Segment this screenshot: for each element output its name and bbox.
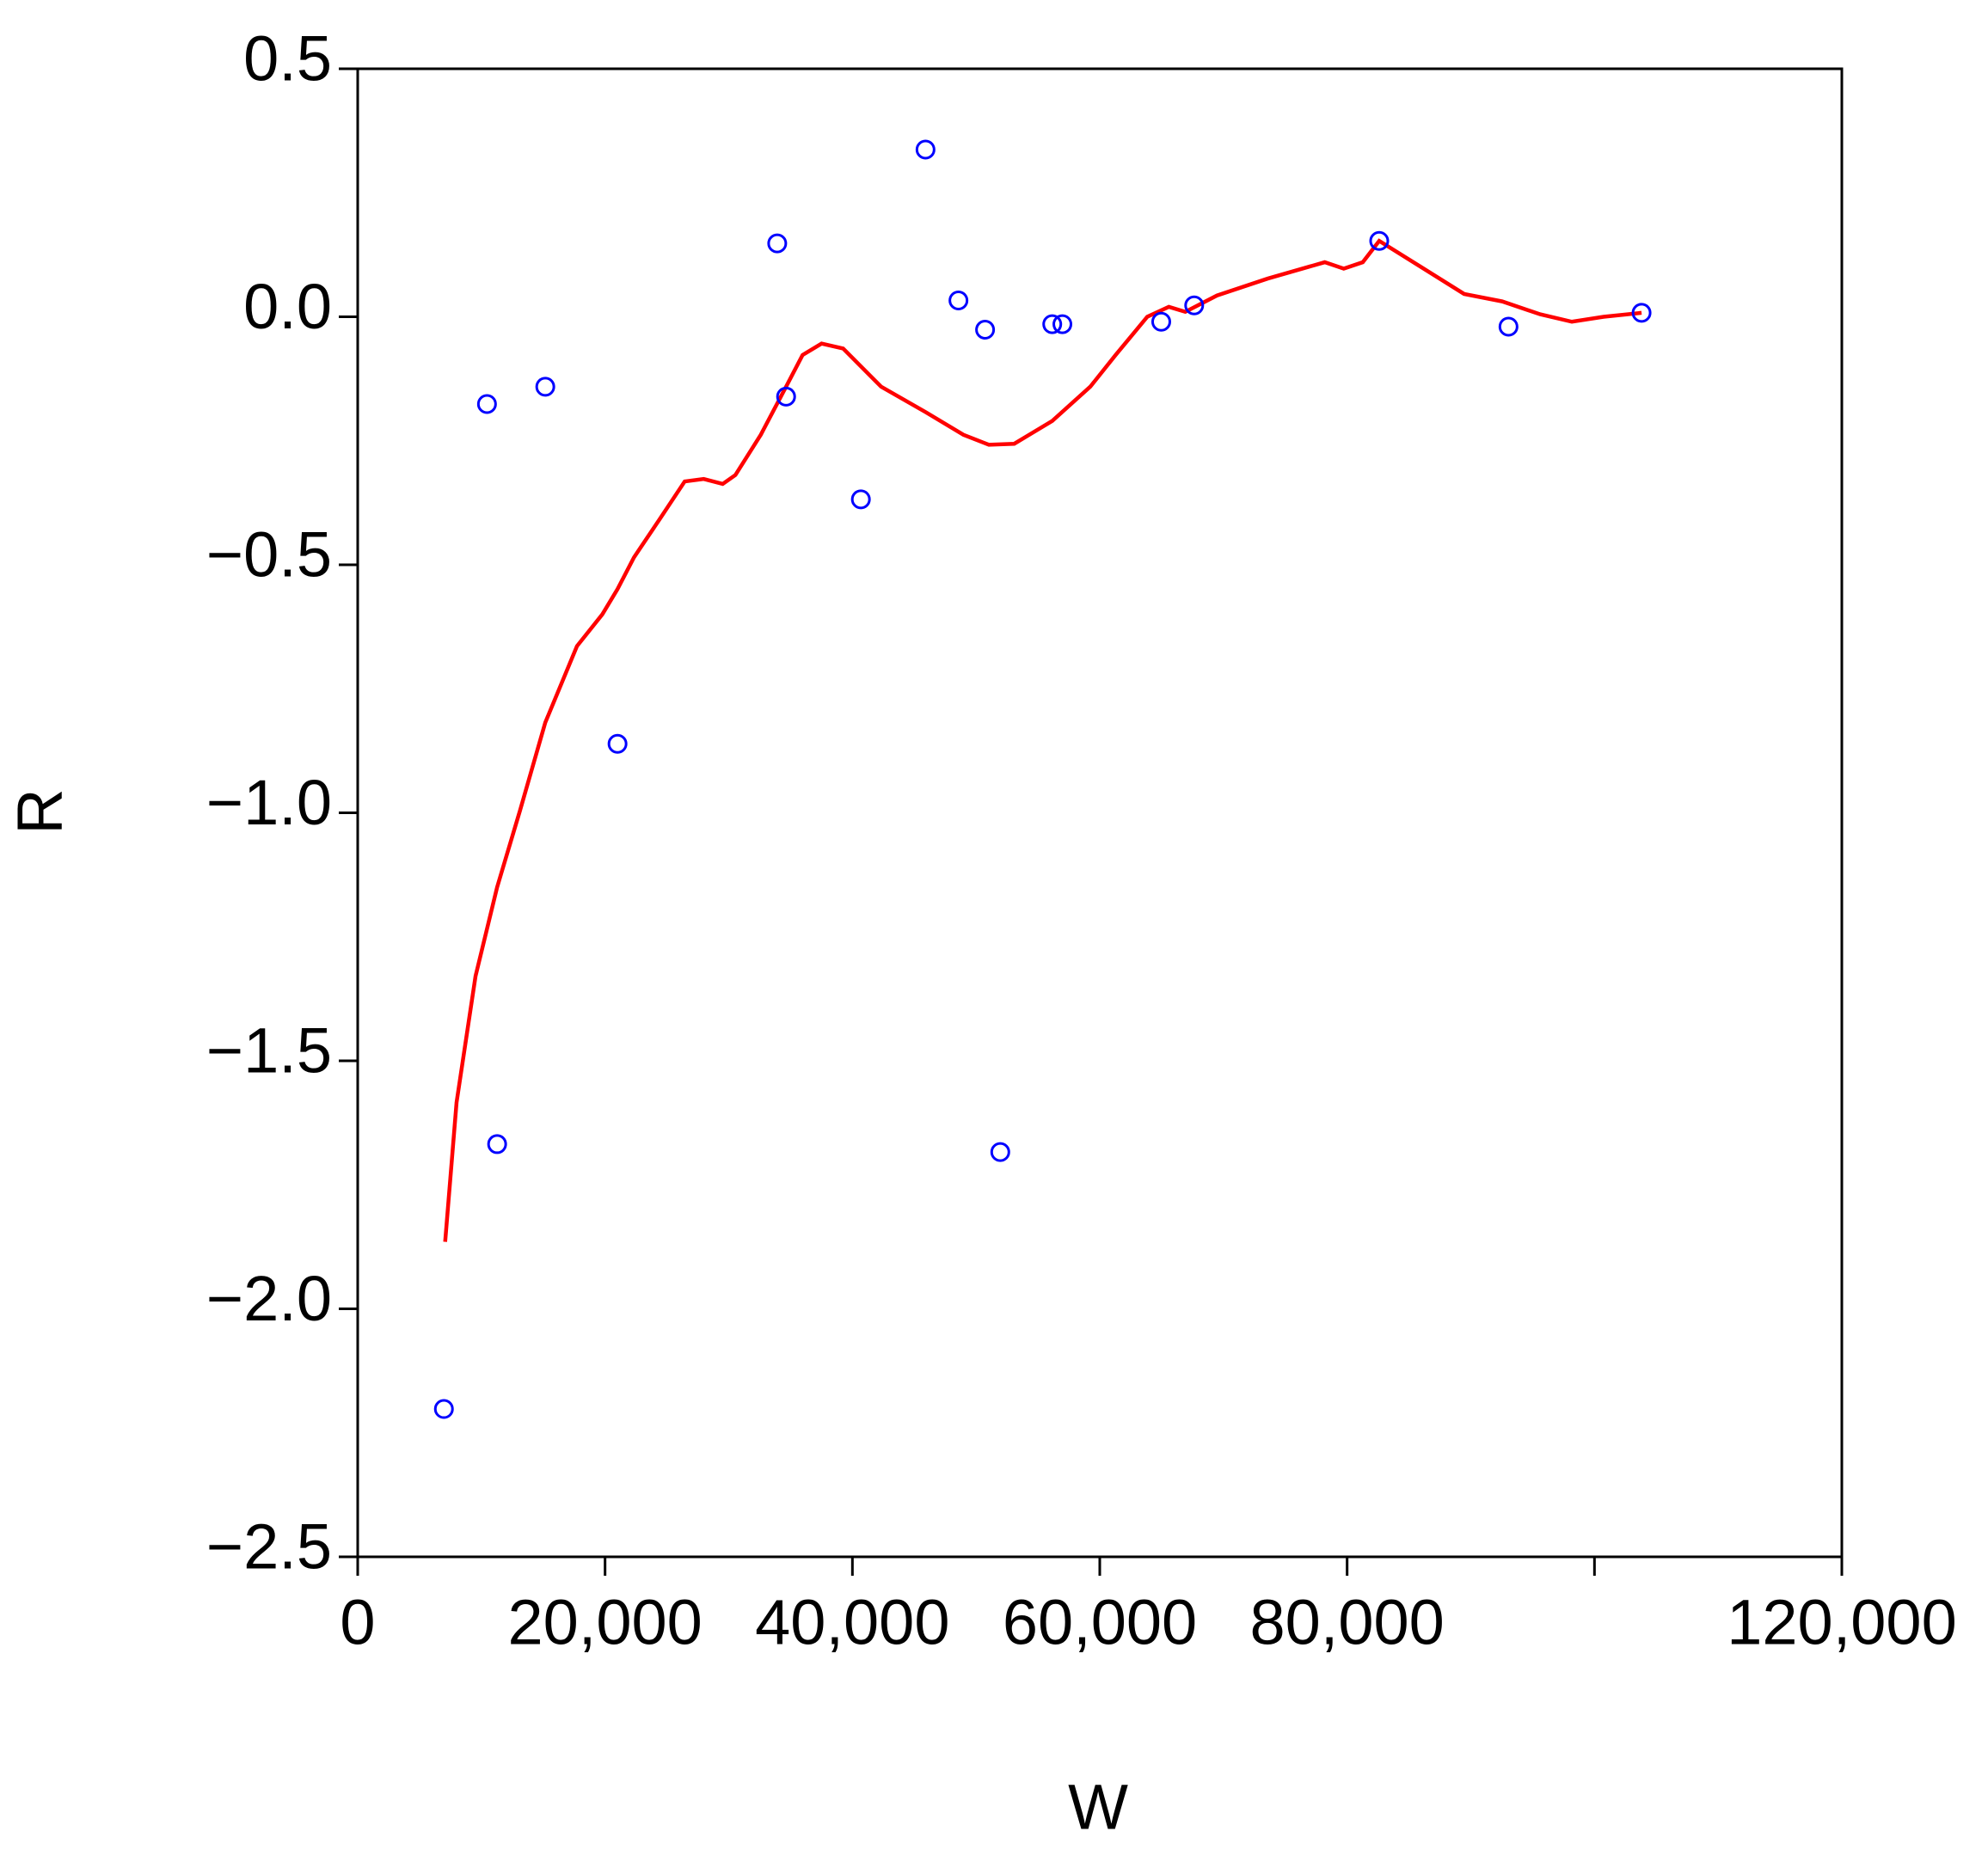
point: [948, 290, 969, 310]
y-tick-label: 0.5: [243, 23, 332, 95]
x-tick-label: 0: [340, 1587, 375, 1658]
fit-line: [443, 238, 1642, 1242]
point: [607, 733, 628, 754]
y-tick-label: 0.0: [243, 271, 332, 342]
plot-frame: [356, 67, 1844, 1559]
y-tick-label: −2.5: [206, 1511, 332, 1583]
y-tick-label: −0.5: [206, 519, 332, 591]
point: [975, 320, 996, 340]
point: [990, 1142, 1010, 1162]
point: [1052, 314, 1073, 334]
x-tick-label: 60,000: [1003, 1587, 1197, 1658]
point: [433, 1399, 454, 1419]
point: [1184, 295, 1205, 315]
point: [487, 1134, 507, 1155]
point: [1150, 311, 1171, 332]
y-tick-label: −1.0: [206, 767, 332, 838]
x-tick-label: 20,000: [507, 1587, 702, 1658]
point: [767, 233, 788, 254]
x-tick-label: 80,000: [1249, 1587, 1444, 1658]
point: [850, 489, 871, 510]
point: [535, 377, 555, 397]
x-axis-label: W: [1068, 1772, 1128, 1843]
point: [1369, 230, 1390, 251]
point: [915, 139, 936, 160]
y-tick-label: −1.5: [206, 1015, 332, 1087]
x-tick-label: 120,000: [1727, 1587, 1957, 1658]
y-tick-label: −2.0: [206, 1263, 332, 1334]
y-axis-label: R: [4, 788, 76, 834]
x-tick-label: 40,000: [755, 1587, 949, 1658]
point: [476, 394, 497, 414]
point: [776, 386, 796, 407]
point: [1498, 316, 1519, 337]
point: [1042, 314, 1063, 334]
point: [1631, 303, 1652, 323]
